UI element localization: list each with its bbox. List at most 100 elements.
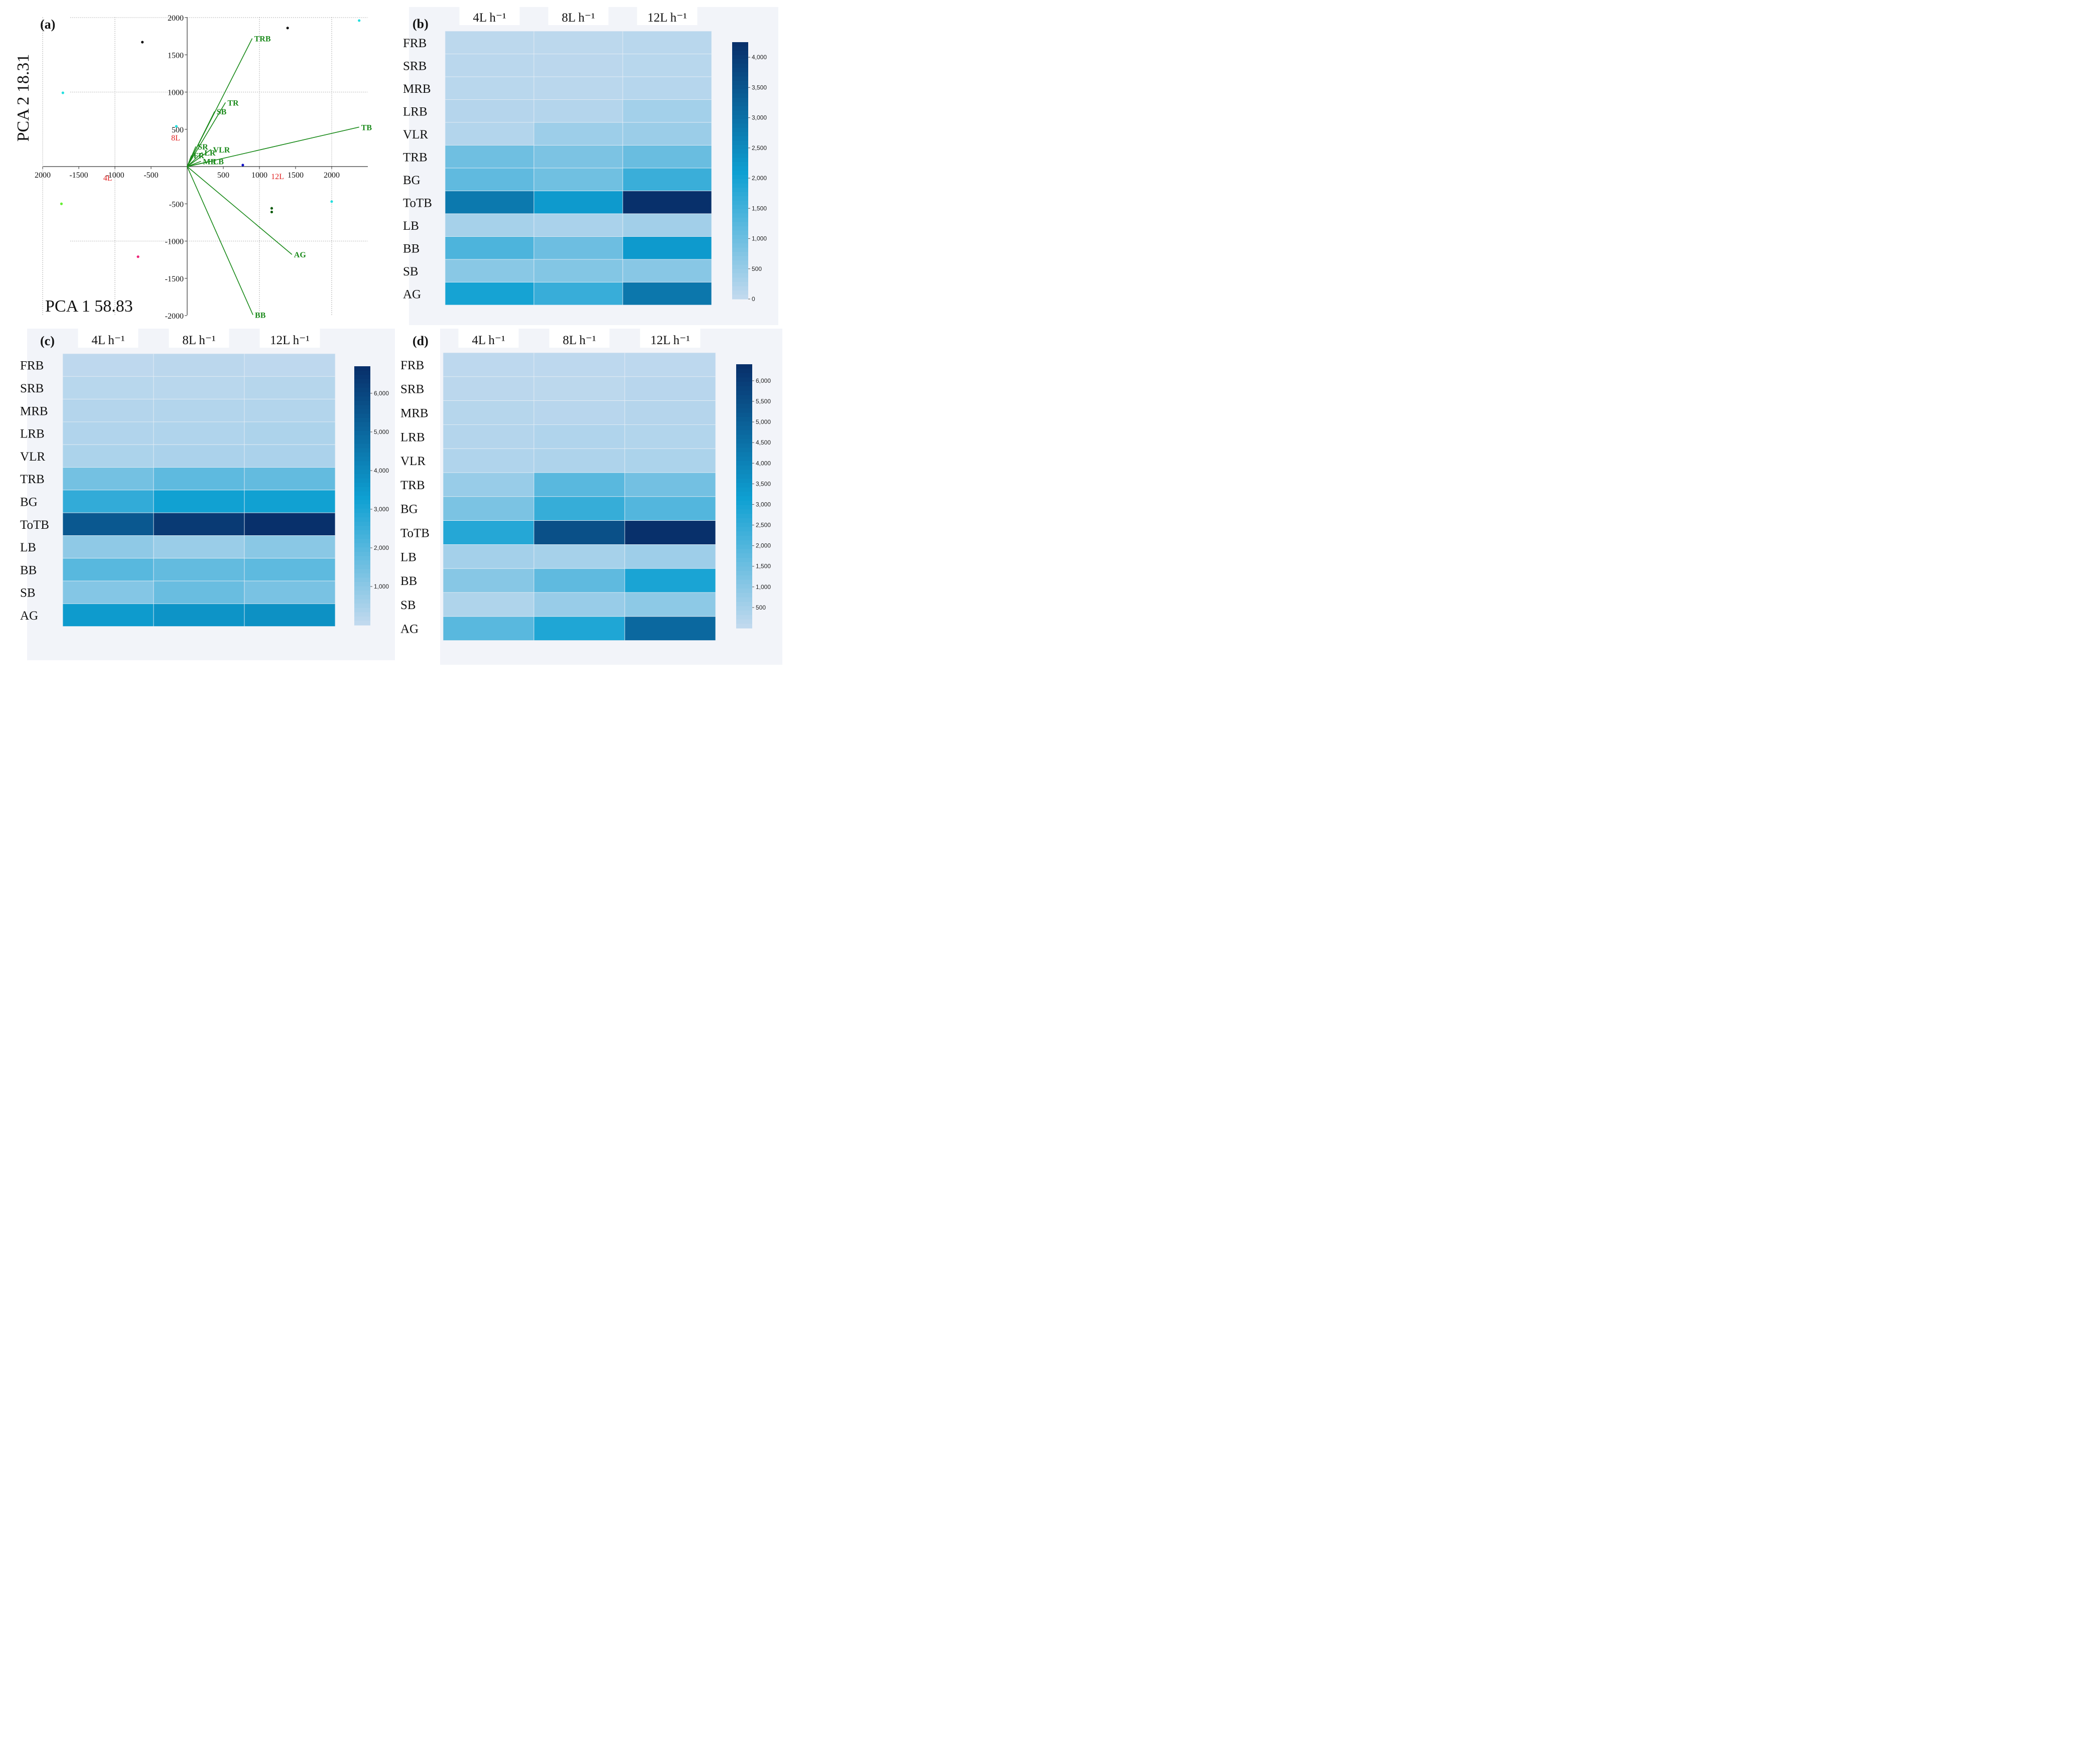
heatmap-cell-lb-0 — [443, 544, 534, 569]
heatmap-cell-frb-2 — [622, 31, 712, 54]
colorbar-segment — [732, 80, 748, 85]
colorbar-segment — [732, 59, 748, 64]
colorbar-segment — [354, 599, 370, 604]
column-header-box — [78, 328, 139, 348]
y-tick-label: 2000 — [168, 14, 184, 23]
x-tick-label: -1000 — [105, 171, 124, 180]
colorbar-segment — [736, 452, 752, 457]
colorbar-segment — [354, 457, 370, 462]
colorbar-segment — [354, 431, 370, 436]
heatmap-cell-mrb-2 — [622, 76, 712, 100]
heatmap-cell-srb-0 — [443, 376, 534, 401]
x-tick-label: 2000 — [324, 171, 340, 180]
colorbar-segment — [732, 213, 748, 218]
colorbar-segment — [354, 396, 370, 401]
heatmap-cell-bg-0 — [443, 496, 534, 521]
colorbar-tick-label: 6,000 — [374, 390, 389, 397]
colorbar-segment — [354, 366, 370, 371]
colorbar-segment — [354, 595, 370, 600]
heatmap-cell-bg-2 — [244, 490, 336, 513]
colorbar-segment — [354, 461, 370, 466]
heatmap-cell-totb-1 — [533, 191, 623, 214]
colorbar-segment — [736, 522, 752, 527]
colorbar-segment — [736, 483, 752, 488]
colorbar-segment — [354, 551, 370, 556]
colorbar-segment — [732, 76, 748, 81]
colorbar-segment — [354, 483, 370, 488]
colorbar-segment — [736, 518, 752, 523]
heatmap-cell-lrb-0 — [62, 421, 154, 445]
colorbar-segment — [732, 256, 748, 261]
colorbar-segment — [354, 388, 370, 393]
heatmap-cell-trb-1 — [153, 467, 245, 491]
colorbar-segment — [736, 549, 752, 554]
heatmap-cell-ag-1 — [153, 603, 245, 627]
treatment-label: 4L — [103, 174, 112, 183]
row-label: LB — [400, 550, 417, 564]
heatmap-cell-frb-1 — [153, 353, 245, 377]
score-point — [61, 91, 64, 94]
heatmap-cell-vlr-1 — [153, 444, 245, 468]
colorbar-segment — [354, 375, 370, 380]
column-header-box — [459, 5, 520, 25]
row-label: ToTB — [20, 518, 49, 532]
colorbar-segment — [736, 553, 752, 558]
score-point — [141, 41, 144, 44]
colorbar-segment — [732, 132, 748, 137]
vector-label: LB — [213, 158, 224, 167]
score-point — [136, 255, 140, 258]
heatmap-cell-sb-2 — [244, 580, 336, 604]
colorbar-segment — [732, 85, 748, 90]
heatmap-cell-lrb-2 — [622, 99, 712, 123]
colorbar-tick-label: 4,500 — [756, 439, 771, 446]
y-axis-label: PCA 2 18.31 — [14, 54, 33, 142]
row-label: VLR — [400, 455, 426, 468]
vector-label: AG — [294, 251, 307, 259]
colorbar-tick-label: 2,000 — [752, 175, 767, 182]
colorbar-segment — [732, 200, 748, 205]
colorbar-segment — [354, 474, 370, 479]
colorbar-tick-label: 3,000 — [752, 114, 767, 121]
colorbar-segment — [732, 222, 748, 227]
heatmap-cell-vlr-2 — [622, 122, 712, 145]
heatmap-cell-frb-0 — [62, 353, 154, 377]
colorbar-segment — [732, 115, 748, 120]
colorbar-segment — [736, 540, 752, 545]
heatmap-cell-frb-1 — [533, 352, 625, 377]
colorbar-segment — [732, 281, 748, 286]
column-header: 4L h⁻¹ — [473, 11, 506, 25]
heatmap-cell-totb-0 — [443, 520, 534, 545]
y-tick-label: -2000 — [165, 312, 184, 321]
row-label: SB — [400, 599, 416, 612]
colorbar-segment — [736, 557, 752, 563]
colorbar-segment — [736, 544, 752, 549]
colorbar-tick-label: 5,000 — [756, 418, 771, 425]
colorbar-tick-label: 2,500 — [756, 522, 771, 529]
colorbar-segment — [732, 277, 748, 282]
colorbar-segment — [736, 399, 752, 404]
column-header: 8L h⁻¹ — [562, 11, 595, 25]
heatmap-cell-frb-1 — [533, 31, 623, 54]
colorbar-segment — [732, 140, 748, 145]
heatmap-cell-ag-1 — [533, 616, 625, 641]
colorbar-segment — [736, 412, 752, 417]
row-label: TRB — [20, 473, 45, 486]
vector-label: VLR — [213, 146, 230, 155]
heatmap-cell-trb-0 — [445, 145, 534, 169]
colorbar-segment — [732, 136, 748, 141]
heatmap-cell-lb-0 — [445, 213, 534, 237]
panel-label: (a) — [40, 17, 55, 32]
colorbar-segment — [732, 72, 748, 77]
colorbar-segment — [732, 183, 748, 188]
loading-vector-ag — [187, 166, 293, 255]
colorbar-segment — [354, 521, 370, 526]
score-point — [175, 125, 178, 128]
colorbar-segment — [354, 453, 370, 458]
column-header-box — [458, 328, 519, 348]
heatmap-cell-sb-1 — [533, 592, 625, 617]
heatmap-cell-bb-1 — [533, 568, 625, 593]
loading-vector-lr — [187, 152, 203, 167]
colorbar-segment — [736, 457, 752, 462]
x-axis-label: PCA 1 58.83 — [45, 297, 133, 316]
heatmap-cell-sb-2 — [624, 592, 716, 617]
